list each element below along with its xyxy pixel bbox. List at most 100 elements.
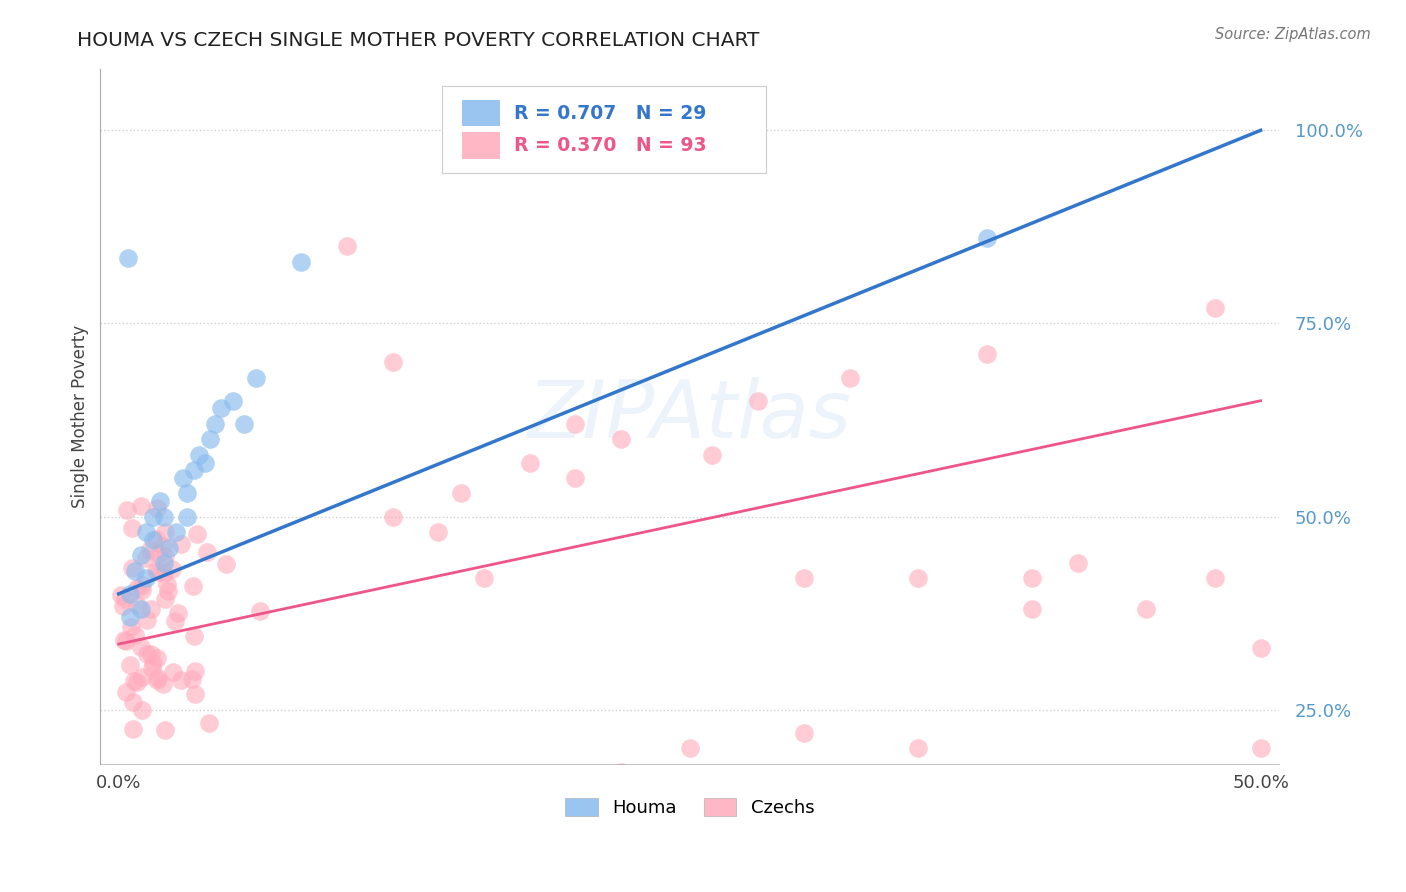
Point: [112, 599, 135, 614]
Point: [907, 741, 929, 756]
Point: [146, 501, 169, 516]
Point: [336, 239, 359, 253]
Point: [127, 674, 149, 689]
Point: [153, 556, 176, 570]
Point: [290, 254, 312, 268]
Point: [114, 591, 136, 606]
Point: [122, 722, 145, 736]
Point: [155, 549, 177, 563]
Text: R = 0.707   N = 29: R = 0.707 N = 29: [515, 103, 706, 122]
Point: [153, 509, 176, 524]
Point: [156, 583, 179, 598]
Point: [120, 620, 142, 634]
Point: [162, 665, 184, 679]
Point: [155, 591, 177, 606]
Point: [181, 672, 204, 686]
Point: [166, 606, 188, 620]
Point: [1250, 640, 1272, 655]
Point: [141, 601, 163, 615]
Point: [153, 524, 176, 539]
Point: [152, 677, 174, 691]
Point: [793, 571, 815, 585]
Point: [146, 566, 169, 580]
Point: [156, 576, 179, 591]
Point: [114, 685, 136, 699]
Point: [610, 764, 633, 779]
Point: [118, 610, 141, 624]
Point: [176, 486, 198, 500]
Point: [838, 370, 860, 384]
Point: [115, 633, 138, 648]
Point: [176, 509, 198, 524]
Point: [519, 456, 541, 470]
Point: [129, 499, 152, 513]
Point: [976, 347, 998, 361]
Point: [747, 393, 769, 408]
Point: [145, 673, 167, 687]
Point: [249, 604, 271, 618]
Point: [127, 581, 149, 595]
Point: [135, 648, 157, 662]
Point: [152, 539, 174, 553]
Point: [149, 494, 172, 508]
Point: [169, 673, 191, 687]
Point: [222, 393, 245, 408]
Point: [976, 231, 998, 245]
Point: [1135, 602, 1157, 616]
Point: [1250, 741, 1272, 756]
Text: R = 0.370   N = 93: R = 0.370 N = 93: [515, 136, 707, 155]
Point: [165, 614, 187, 628]
Point: [122, 673, 145, 688]
Point: [793, 726, 815, 740]
Point: [1021, 571, 1043, 585]
Point: [141, 661, 163, 675]
Point: [142, 533, 165, 547]
Point: [146, 650, 169, 665]
Point: [120, 658, 142, 673]
Point: [146, 671, 169, 685]
Point: [181, 579, 204, 593]
Point: [146, 547, 169, 561]
Point: [124, 628, 146, 642]
Point: [1021, 602, 1043, 616]
Point: [169, 537, 191, 551]
Point: [165, 524, 187, 539]
Point: [118, 587, 141, 601]
Point: [142, 509, 165, 524]
Point: [131, 640, 153, 654]
Point: [195, 545, 218, 559]
Point: [381, 509, 404, 524]
Point: [135, 524, 157, 539]
Point: [245, 370, 267, 384]
Point: [121, 561, 143, 575]
Point: [198, 433, 221, 447]
Point: [131, 548, 153, 562]
Text: ZIPAtlas: ZIPAtlas: [527, 377, 852, 455]
Point: [135, 550, 157, 565]
Point: [472, 571, 495, 585]
Point: [215, 557, 238, 571]
Point: [184, 687, 207, 701]
Point: [186, 527, 208, 541]
Point: [145, 532, 167, 546]
Point: [1067, 556, 1090, 570]
Point: [610, 433, 633, 447]
Point: [907, 571, 929, 585]
Point: [153, 566, 176, 581]
Point: [1204, 571, 1226, 585]
Point: [678, 741, 700, 756]
Point: [153, 723, 176, 738]
Point: [131, 670, 153, 684]
FancyBboxPatch shape: [441, 86, 766, 173]
Point: [122, 695, 145, 709]
Point: [142, 656, 165, 670]
Point: [124, 564, 146, 578]
Point: [209, 401, 232, 416]
Point: [121, 521, 143, 535]
Point: [183, 629, 205, 643]
Point: [135, 571, 157, 585]
Point: [564, 417, 586, 431]
Point: [131, 703, 153, 717]
Y-axis label: Single Mother Poverty: Single Mother Poverty: [72, 325, 89, 508]
Point: [233, 417, 256, 431]
